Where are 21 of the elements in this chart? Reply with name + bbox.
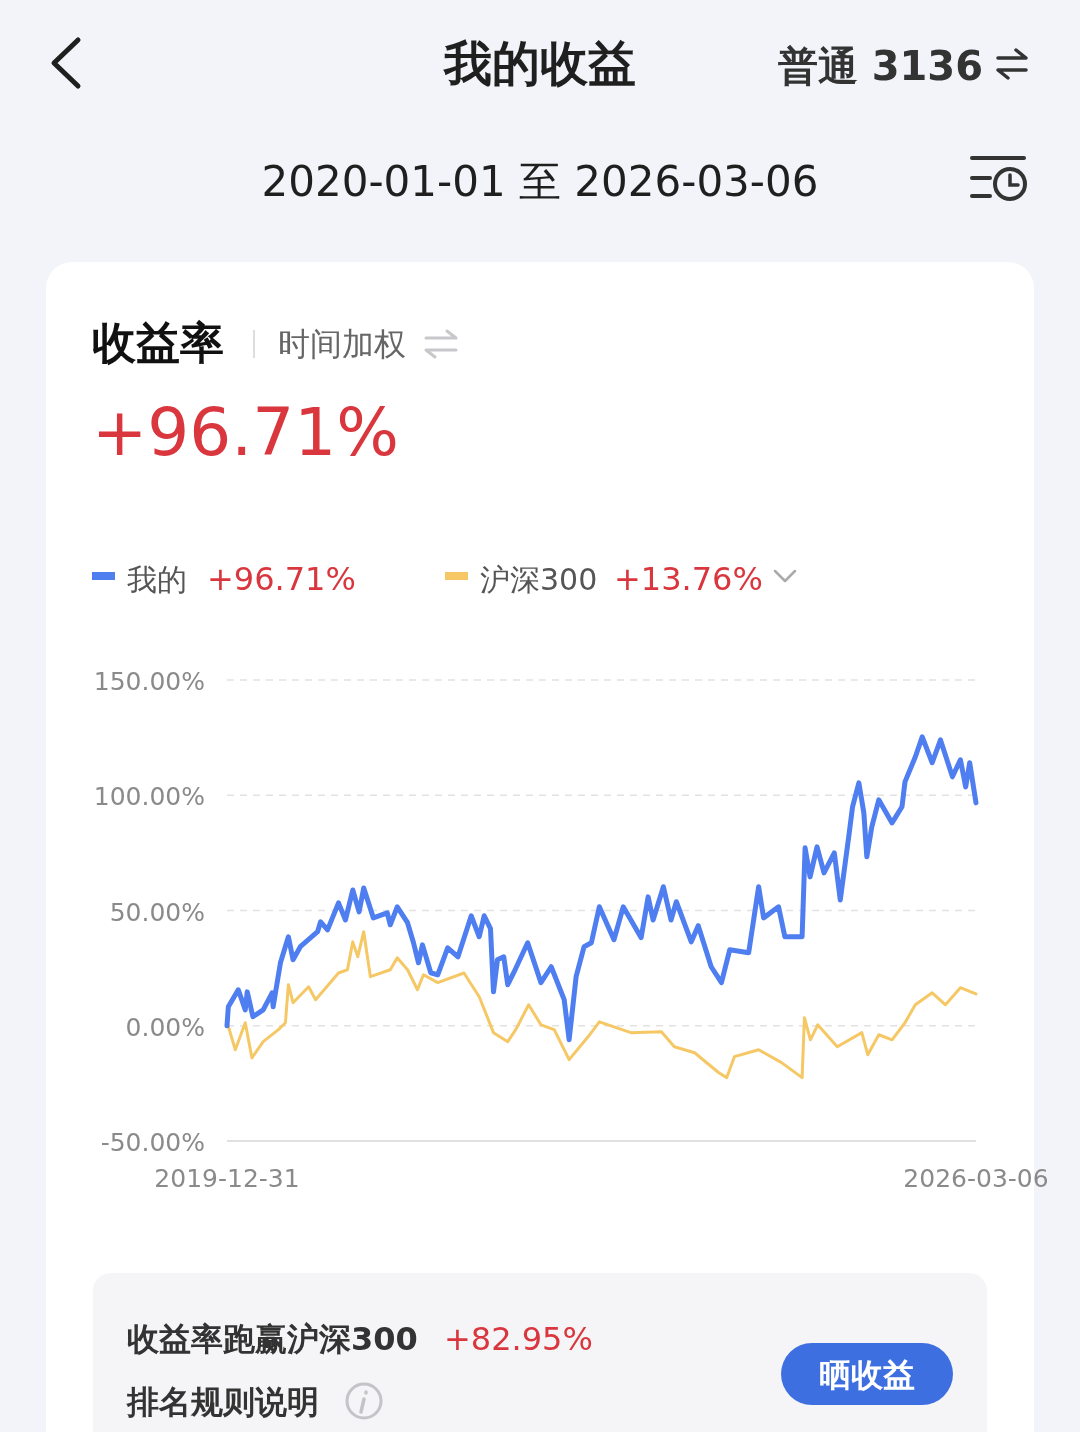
text: 普通 3136 [777, 43, 983, 89]
legend-label: 我的 [127, 562, 187, 597]
text: 收益率跑赢沪深300 [127, 1320, 418, 1358]
text: +13.76% [614, 560, 763, 598]
text: 时间加权 [278, 325, 406, 363]
text: +96.71% [92, 394, 399, 471]
chart-title: 我的收益 [443, 35, 636, 91]
text: +82.95% [444, 1320, 593, 1358]
y-tick-label: 100.00% [93, 782, 205, 812]
x-tick-label: 2026-03-06 [903, 1164, 1049, 1193]
y-tick-label: 0.00% [125, 1012, 205, 1042]
text: 晒收益 [819, 1356, 915, 1394]
text: +96.71% [207, 560, 356, 598]
x-tick-label: 2019-12-31 [154, 1164, 300, 1193]
y-tick-label: -50.00% [100, 1128, 205, 1157]
text: 排名规则说明 [126, 1383, 319, 1421]
text: 收益率 [92, 317, 224, 368]
legend-label: 沪深300 [480, 562, 598, 597]
y-tick-label: 150.00% [93, 667, 205, 696]
chart-subtitle: 2020-01-01 至 2026-03-06 [261, 157, 819, 206]
y-tick-label: 50.00% [109, 897, 205, 927]
